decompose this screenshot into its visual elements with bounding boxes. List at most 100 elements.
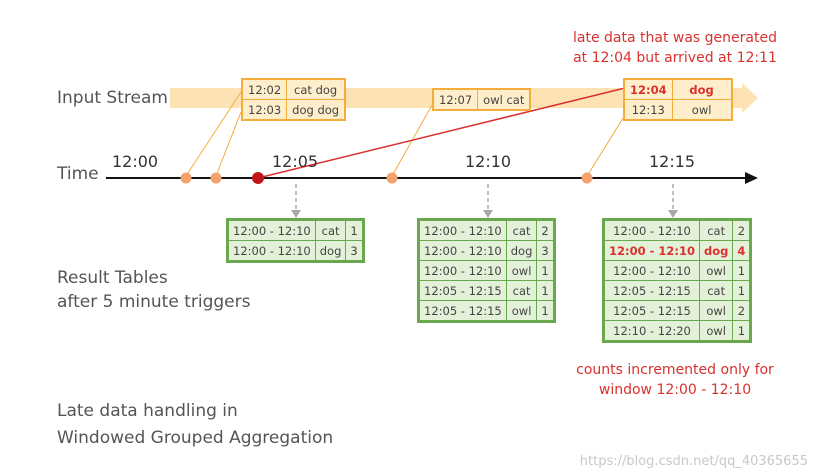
result-count: 1	[345, 220, 363, 241]
result-word: owl	[698, 320, 734, 341]
stream-record: 12:03 dog dog	[241, 99, 346, 120]
event-dot	[180, 172, 192, 184]
late-stream-record: 12:04 dog	[624, 79, 732, 100]
stream-record: 12:02 cat dog	[241, 79, 346, 100]
result-row: 12:00 - 12:10 owl 1	[604, 260, 751, 281]
increment-note-line2: window 12:00 - 12:10	[598, 382, 752, 398]
time-tick-label: 12:15	[649, 152, 696, 171]
result-count: 2	[732, 300, 751, 321]
stream-record-time: 12:07	[432, 89, 479, 110]
late-data-note-line1: late data that was generated	[573, 30, 777, 46]
result-count: 1	[536, 260, 554, 281]
watermark: https://blog.csdn.net/qq_40365655	[579, 454, 808, 469]
result-word: owl	[505, 300, 538, 321]
result-row: 12:05 - 12:15 owl 1	[419, 300, 554, 321]
result-word: cat	[698, 220, 734, 241]
event-dot	[581, 172, 593, 184]
time-tick-label: 12:05	[272, 152, 319, 171]
increment-note: counts incremented only for window 12:00…	[560, 360, 790, 400]
stream-record-time: 12:02	[241, 79, 288, 100]
stream-record-time: 12:03	[241, 99, 288, 120]
stream-record-time: 12:04	[624, 79, 673, 100]
stream-record: 12:07 owl cat	[432, 89, 531, 110]
result-count: 2	[536, 220, 554, 241]
caption-line2: Windowed Grouped Aggregation	[57, 428, 334, 448]
result-count: 1	[536, 280, 554, 301]
result-row: 12:00 - 12:10 dog 3	[419, 240, 554, 261]
result-window: 12:00 - 12:10	[419, 220, 507, 241]
input-stream-label: Input Stream	[57, 88, 168, 108]
stream-record-words: owl cat	[477, 89, 531, 110]
event-connector	[185, 91, 242, 177]
time-label: Time	[57, 164, 99, 184]
stream-record-words: owl	[671, 99, 732, 120]
result-word: cat	[505, 220, 538, 241]
result-window: 12:05 - 12:15	[419, 280, 507, 301]
result-window: 12:00 - 12:10	[604, 220, 700, 241]
result-count: 1	[536, 300, 554, 321]
result-window: 12:10 - 12:20	[604, 320, 700, 341]
result-row: 12:00 - 12:10 owl 1	[419, 260, 554, 281]
stream-record-words: cat dog	[286, 79, 346, 100]
result-row: 12:10 - 12:20 owl 1	[604, 320, 751, 341]
result-window: 12:05 - 12:15	[604, 280, 700, 301]
caption-line1: Late data handling in	[57, 401, 238, 421]
result-word: owl	[505, 260, 538, 281]
result-word: cat	[314, 220, 347, 241]
result-window: 12:00 - 12:10	[419, 260, 507, 281]
result-table: 12:00 - 12:10 cat 2 12:00 - 12:10 dog 3 …	[417, 218, 556, 323]
result-word: cat	[698, 280, 734, 301]
stream-record-words: dog dog	[286, 99, 346, 120]
stream-record: 12:13 owl	[624, 99, 732, 120]
result-count: 1	[732, 280, 751, 301]
time-tick-label: 12:10	[465, 152, 512, 171]
result-row: 12:05 - 12:15 cat 1	[419, 280, 554, 301]
result-count: 1	[732, 260, 751, 281]
late-data-note: late data that was generated at 12:04 bu…	[560, 28, 790, 68]
result-window: 12:00 - 12:10	[228, 240, 316, 261]
event-dot	[386, 172, 398, 184]
result-row: 12:00 - 12:10 cat 1	[228, 220, 363, 241]
result-row: 12:05 - 12:15 cat 1	[604, 280, 751, 301]
event-connector	[215, 111, 242, 177]
result-count: 3	[345, 240, 363, 261]
result-word: owl	[698, 260, 734, 281]
trigger-arrowhead	[483, 210, 493, 218]
result-window: 12:00 - 12:10	[604, 260, 700, 281]
result-word: owl	[698, 300, 734, 321]
result-tables-label-line1: Result Tables	[57, 268, 168, 288]
result-window: 12:05 - 12:15	[604, 300, 700, 321]
stream-box: 12:04 dog 12:13 owl	[623, 78, 733, 121]
diagram-caption: Late data handling in Windowed Grouped A…	[57, 398, 333, 452]
result-window: 12:00 - 12:10	[419, 240, 507, 261]
result-window: 12:00 - 12:10	[228, 220, 316, 241]
timeline-arrowhead	[745, 172, 758, 184]
late-data-note-line2: at 12:04 but arrived at 12:11	[573, 50, 777, 66]
result-window: 12:00 - 12:10	[604, 240, 700, 261]
event-dot	[210, 172, 222, 184]
stream-record-words: dog	[671, 79, 732, 100]
stream-box: 12:07 owl cat	[432, 88, 532, 111]
result-row: 12:00 - 12:10 cat 2	[604, 220, 751, 241]
result-count: 2	[732, 220, 751, 241]
result-row: 12:05 - 12:15 owl 2	[604, 300, 751, 321]
trigger-arrowhead	[668, 210, 678, 218]
result-count: 1	[732, 320, 751, 341]
result-word: dog	[698, 240, 734, 261]
result-tables-label-line2: after 5 minute triggers	[57, 292, 251, 312]
result-table: 12:00 - 12:10 cat 1 12:00 - 12:10 dog 3	[226, 218, 365, 263]
result-count: 3	[536, 240, 554, 261]
increment-note-line1: counts incremented only for	[576, 362, 774, 378]
result-table: 12:00 - 12:10 cat 2 12:00 - 12:10 dog 4 …	[602, 218, 753, 343]
result-word: dog	[314, 240, 347, 261]
result-row: 12:00 - 12:10 cat 2	[419, 220, 554, 241]
result-count: 4	[732, 240, 751, 261]
result-tables-label: Result Tables after 5 minute triggers	[57, 266, 250, 314]
result-window: 12:05 - 12:15	[419, 300, 507, 321]
trigger-arrowhead	[291, 210, 301, 218]
result-word: dog	[505, 240, 538, 261]
stream-record-time: 12:13	[624, 99, 673, 120]
stream-box: 12:02 cat dog 12:03 dog dog	[241, 78, 347, 121]
late-event-dot	[252, 172, 264, 184]
result-row-highlighted: 12:00 - 12:10 dog 4	[604, 240, 751, 261]
